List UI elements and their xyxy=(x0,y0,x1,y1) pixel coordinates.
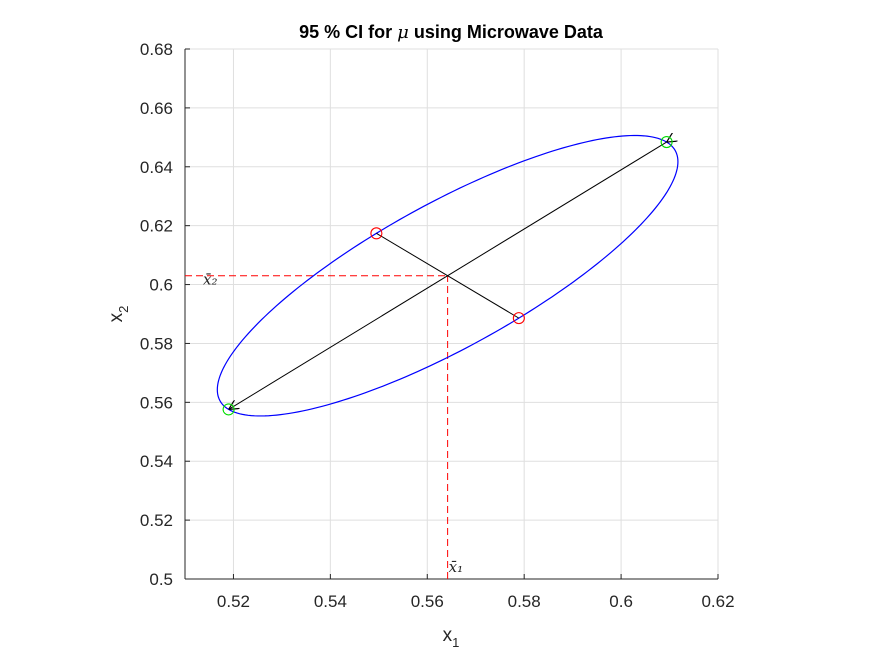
x-tick-label: 0.58 xyxy=(508,592,541,611)
axes xyxy=(184,48,719,580)
plot-content xyxy=(185,135,679,579)
y-tick-label: 0.56 xyxy=(140,393,173,412)
minor-axis-point xyxy=(370,227,383,240)
y-tick-label: 0.64 xyxy=(140,158,173,177)
mean-y-label: x̄₂ xyxy=(203,271,217,289)
y-tick-label: 0.62 xyxy=(140,217,173,236)
x-tick-labels: 0.52 0.54 0.56 0.58 0.6 0.62 xyxy=(217,592,735,611)
minor-axis-segment xyxy=(376,232,520,319)
y-tick-label: 0.6 xyxy=(149,276,173,295)
minor-axis-point xyxy=(512,312,525,325)
y-tick-label: 0.5 xyxy=(149,570,173,589)
major-axis-point xyxy=(660,135,673,149)
plot-area xyxy=(185,49,718,579)
mean-x-label: x̄₁ xyxy=(449,558,463,576)
x-tick-label: 0.62 xyxy=(701,592,734,611)
y-tick-label: 0.54 xyxy=(140,452,173,471)
x-tick-label: 0.56 xyxy=(411,592,444,611)
y-tick-label: 0.68 xyxy=(140,40,173,59)
x-tick-label: 0.54 xyxy=(314,592,347,611)
chart-title: 95 % CI for μ using Microwave Data xyxy=(299,22,604,43)
major-axis-point xyxy=(222,403,235,416)
y-tick-label: 0.52 xyxy=(140,511,173,530)
y-tick-labels: 0.5 0.52 0.54 0.56 0.58 0.6 0.62 0.64 0.66 0.68 xyxy=(140,40,173,589)
x-axis-label: x1 xyxy=(443,625,460,650)
y-tick-label: 0.66 xyxy=(140,99,173,118)
y-axis-label: x2 xyxy=(106,306,131,323)
y-tick-label: 0.58 xyxy=(140,334,173,353)
x-tick-label: 0.52 xyxy=(217,592,250,611)
x-tick-label: 0.6 xyxy=(609,592,633,611)
